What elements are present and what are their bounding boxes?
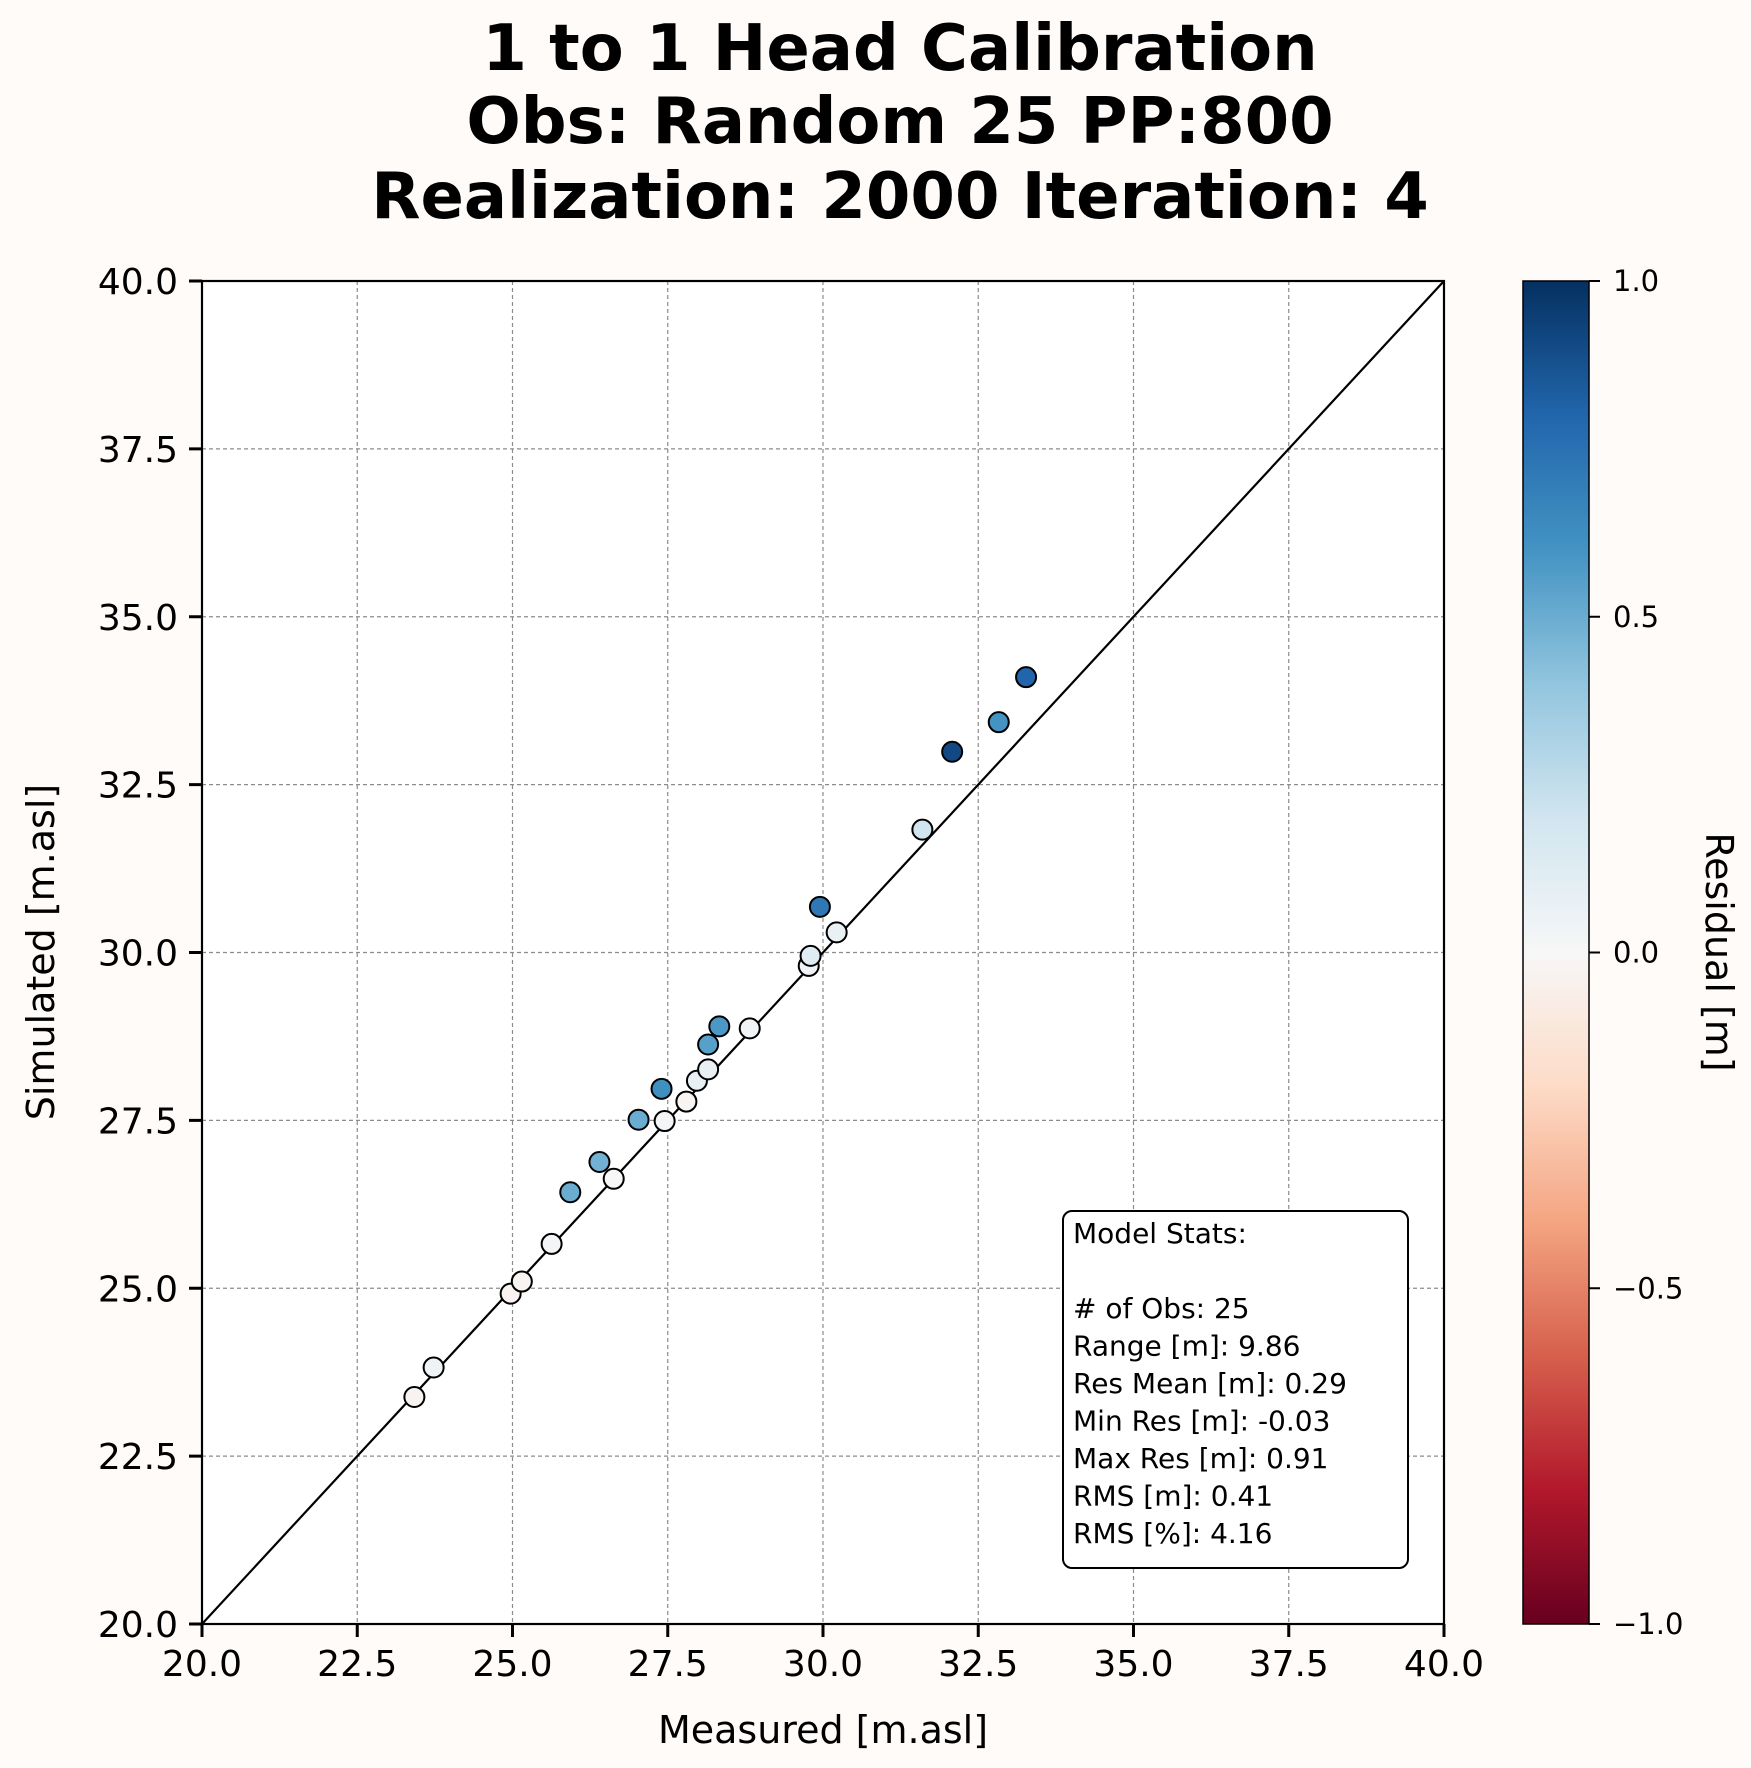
x-tick-label: 27.5 [628, 1644, 708, 1685]
stats-line: Res Mean [m]: 0.29 [1073, 1367, 1347, 1400]
stats-line: # of Obs: 25 [1073, 1292, 1250, 1325]
data-point [738, 1017, 761, 1040]
y-tick-label: 30.0 [98, 934, 178, 975]
data-points [403, 666, 1038, 1409]
stats-line: Range [m]: 9.86 [1073, 1330, 1300, 1363]
x-tick-label: 37.5 [1249, 1644, 1329, 1685]
title-line-2: Obs: Random 25 PP:800 [466, 85, 1333, 159]
stats-line: RMS [m]: 0.41 [1073, 1480, 1273, 1513]
data-point [653, 1110, 676, 1133]
stats-box-frame [1062, 1210, 1409, 1569]
data-point [825, 921, 848, 944]
x-tick-label: 25.0 [472, 1644, 552, 1685]
y-tick-label: 40.0 [98, 262, 178, 303]
data-point [911, 818, 934, 841]
colorbar-tick-label: −1.0 [1613, 1607, 1683, 1641]
stats-line: Model Stats: [1073, 1217, 1247, 1250]
x-tick-label: 40.0 [1404, 1644, 1484, 1685]
y-tick-label: 37.5 [98, 430, 178, 471]
data-point [403, 1386, 426, 1409]
colorbar-label: Residual [m] [1697, 832, 1741, 1071]
data-point [697, 1058, 720, 1081]
x-tick-label: 30.0 [783, 1644, 863, 1685]
data-point [708, 1015, 731, 1038]
data-point [941, 740, 964, 763]
model-stats-box: Model Stats: # of Obs: 25 Range [m]: 9.86 R… [1062, 1210, 1409, 1569]
x-axis-ticks: 20.0 22.5 25.0 27.5 30.0 32.5 35.0 37.5 40.0 [162, 1624, 1484, 1685]
data-point [559, 1181, 582, 1204]
stats-line: Min Res [m]: -0.03 [1073, 1405, 1330, 1438]
data-point [510, 1270, 533, 1293]
y-axis-ticks: 20.0 22.5 25.0 27.5 30.0 32.5 35.0 37.5 40.0 [98, 262, 202, 1646]
data-point [675, 1090, 698, 1113]
data-point [650, 1077, 673, 1100]
colorbar-tick-label: 1.0 [1613, 264, 1659, 298]
data-point [422, 1356, 445, 1379]
chart-title: 1 to 1 Head Calibration Obs: Random 25 P… [371, 12, 1429, 234]
data-point [987, 711, 1010, 734]
colorbar-tick-label: −0.5 [1613, 1271, 1683, 1305]
data-point [540, 1232, 563, 1255]
x-tick-label: 35.0 [1093, 1644, 1173, 1685]
data-point [627, 1108, 650, 1131]
x-tick-label: 22.5 [317, 1644, 397, 1685]
y-tick-label: 25.0 [98, 1269, 178, 1310]
x-tick-label: 20.0 [162, 1644, 242, 1685]
plot-frame [200, 279, 1446, 1626]
stats-line: RMS [%]: 4.16 [1073, 1517, 1272, 1550]
stats-line: Max Res [m]: 0.91 [1073, 1442, 1329, 1475]
y-tick-label: 20.0 [98, 1605, 178, 1646]
y-tick-label: 22.5 [98, 1437, 178, 1478]
data-point [808, 895, 831, 918]
colorbar-gradient [1522, 280, 1590, 1625]
data-point [588, 1151, 611, 1174]
colorbar-tick-label: 0.0 [1613, 936, 1659, 970]
y-tick-label: 35.0 [98, 598, 178, 639]
colorbar-ticks: 1.0 0.5 0.0 −0.5 −1.0 [1589, 264, 1683, 1641]
title-line-1: 1 to 1 Head Calibration [482, 12, 1317, 86]
x-axis-label: Measured [m.asl] [658, 1708, 988, 1752]
colorbar: 1.0 0.5 0.0 −0.5 −1.0 Residual [m] [1522, 264, 1741, 1641]
title-line-3: Realization: 2000 Iteration: 4 [371, 160, 1429, 234]
data-point [799, 944, 822, 967]
x-tick-label: 32.5 [938, 1644, 1018, 1685]
data-point [697, 1033, 720, 1056]
data-point [602, 1167, 625, 1190]
y-tick-label: 27.5 [98, 1101, 178, 1142]
y-tick-label: 32.5 [98, 766, 178, 807]
y-axis-label: Simulated [m.asl] [19, 784, 63, 1121]
colorbar-tick-label: 0.5 [1613, 600, 1659, 634]
data-point [1015, 666, 1038, 689]
